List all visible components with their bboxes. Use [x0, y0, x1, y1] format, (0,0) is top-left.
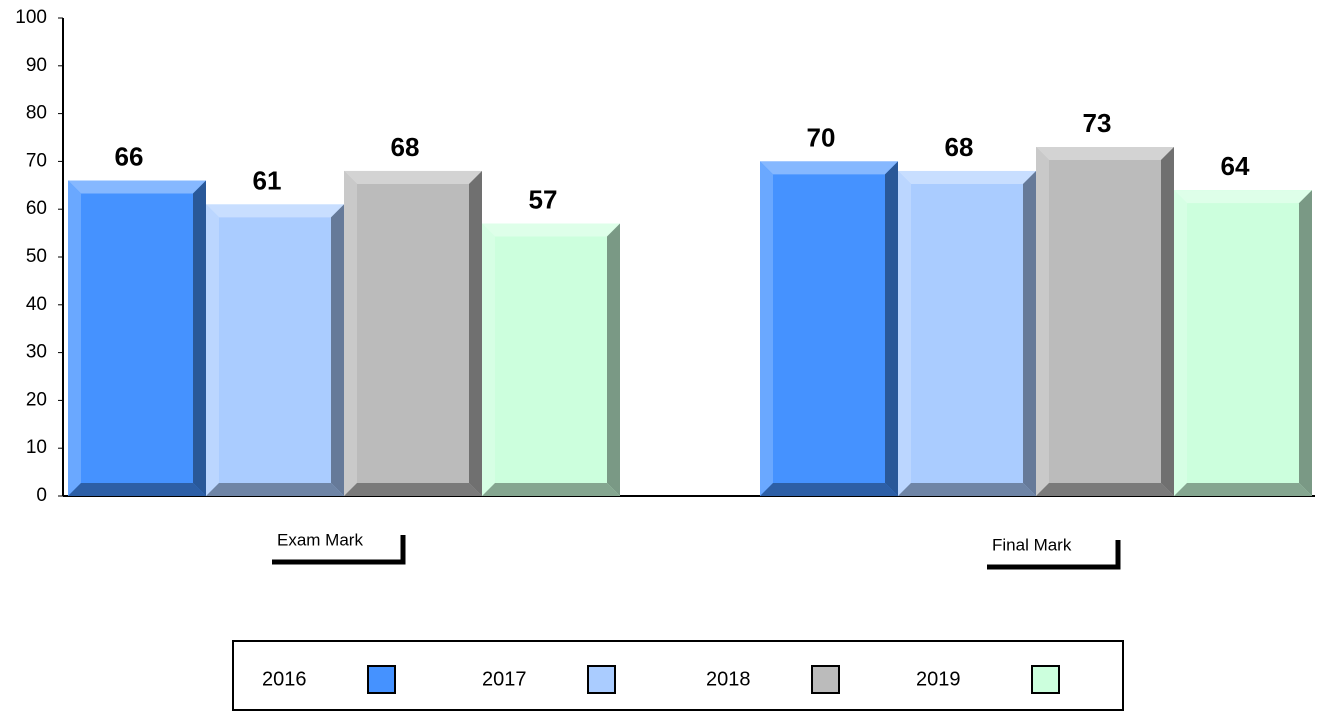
- bar-bevel: [206, 204, 344, 218]
- bar: [898, 170, 1036, 496]
- data-label: 73: [1083, 108, 1112, 138]
- bar-bevel: [885, 161, 898, 496]
- data-label: 61: [253, 165, 282, 195]
- bar-bevel: [482, 223, 620, 237]
- category-bracket: [272, 535, 406, 565]
- y-tick-label: 30: [26, 342, 47, 363]
- bar-bevel: [68, 180, 206, 194]
- bar-bevel: [1036, 147, 1049, 496]
- bar-bevel: [482, 483, 620, 496]
- y-tick-label: 20: [26, 389, 47, 410]
- data-label: 68: [391, 132, 420, 162]
- y-tick-label: 50: [26, 246, 47, 267]
- y-tick-label: 80: [26, 103, 47, 124]
- bar: [1174, 190, 1312, 496]
- bar-bevel: [898, 483, 1036, 496]
- bar: [68, 180, 206, 496]
- bar-bevel: [193, 180, 206, 496]
- legend-swatch: [587, 665, 616, 694]
- y-tick-label: 60: [26, 198, 47, 219]
- legend-label: 2017: [482, 668, 527, 690]
- data-label: 64: [1221, 151, 1250, 181]
- bar: [344, 170, 482, 496]
- legend-label: 2018: [706, 668, 751, 690]
- bar-bevel: [68, 180, 81, 496]
- y-tick-label: 100: [15, 7, 47, 28]
- y-tick-label: 40: [26, 294, 47, 315]
- bar-bevel: [68, 483, 206, 496]
- bar: [1036, 147, 1174, 496]
- data-label: 68: [945, 132, 974, 162]
- data-label: 57: [529, 184, 558, 214]
- bar: [760, 161, 898, 496]
- bar-bevel: [1161, 147, 1174, 496]
- bar: [206, 204, 344, 497]
- bar: [482, 223, 620, 497]
- bar-bevel: [898, 170, 1036, 184]
- legend-swatch: [811, 665, 840, 694]
- bar-bevel: [1299, 190, 1312, 496]
- bar-bevel: [344, 483, 482, 496]
- legend-label: 2016: [262, 668, 307, 690]
- data-label: 66: [115, 141, 144, 171]
- legend-swatch: [367, 665, 396, 694]
- bar-bevel: [331, 204, 344, 497]
- legend-swatch: [1031, 665, 1060, 694]
- bar-bevel: [469, 170, 482, 496]
- y-tick-label: 70: [26, 150, 47, 171]
- y-tick-label: 90: [26, 55, 47, 76]
- bar-bevel: [898, 170, 911, 496]
- bar-bevel: [1036, 147, 1174, 161]
- legend: [232, 640, 1124, 711]
- x-tick-label: Final Mark: [992, 535, 1072, 554]
- bar-bevel: [760, 483, 898, 496]
- bar-bevel: [1174, 190, 1312, 204]
- bar-bevel: [482, 223, 495, 497]
- bar-bevel: [607, 223, 620, 497]
- y-tick-label: 0: [36, 485, 47, 506]
- bar-bevel: [344, 170, 482, 184]
- y-tick-label: 10: [26, 437, 47, 458]
- legend-label: 2019: [916, 668, 961, 690]
- bar-bevel: [760, 161, 898, 175]
- bar-bevel: [206, 483, 344, 496]
- bar-bevel: [344, 170, 357, 496]
- bar-bevel: [1023, 170, 1036, 496]
- bar-bevel: [206, 204, 219, 497]
- bar-bevel: [1036, 483, 1174, 496]
- data-label: 70: [807, 122, 836, 152]
- bar-bevel: [1174, 190, 1187, 496]
- x-tick-label: Exam Mark: [277, 530, 363, 549]
- category-bracket: [987, 540, 1121, 570]
- bar-bevel: [1174, 483, 1312, 496]
- bar-bevel: [760, 161, 773, 496]
